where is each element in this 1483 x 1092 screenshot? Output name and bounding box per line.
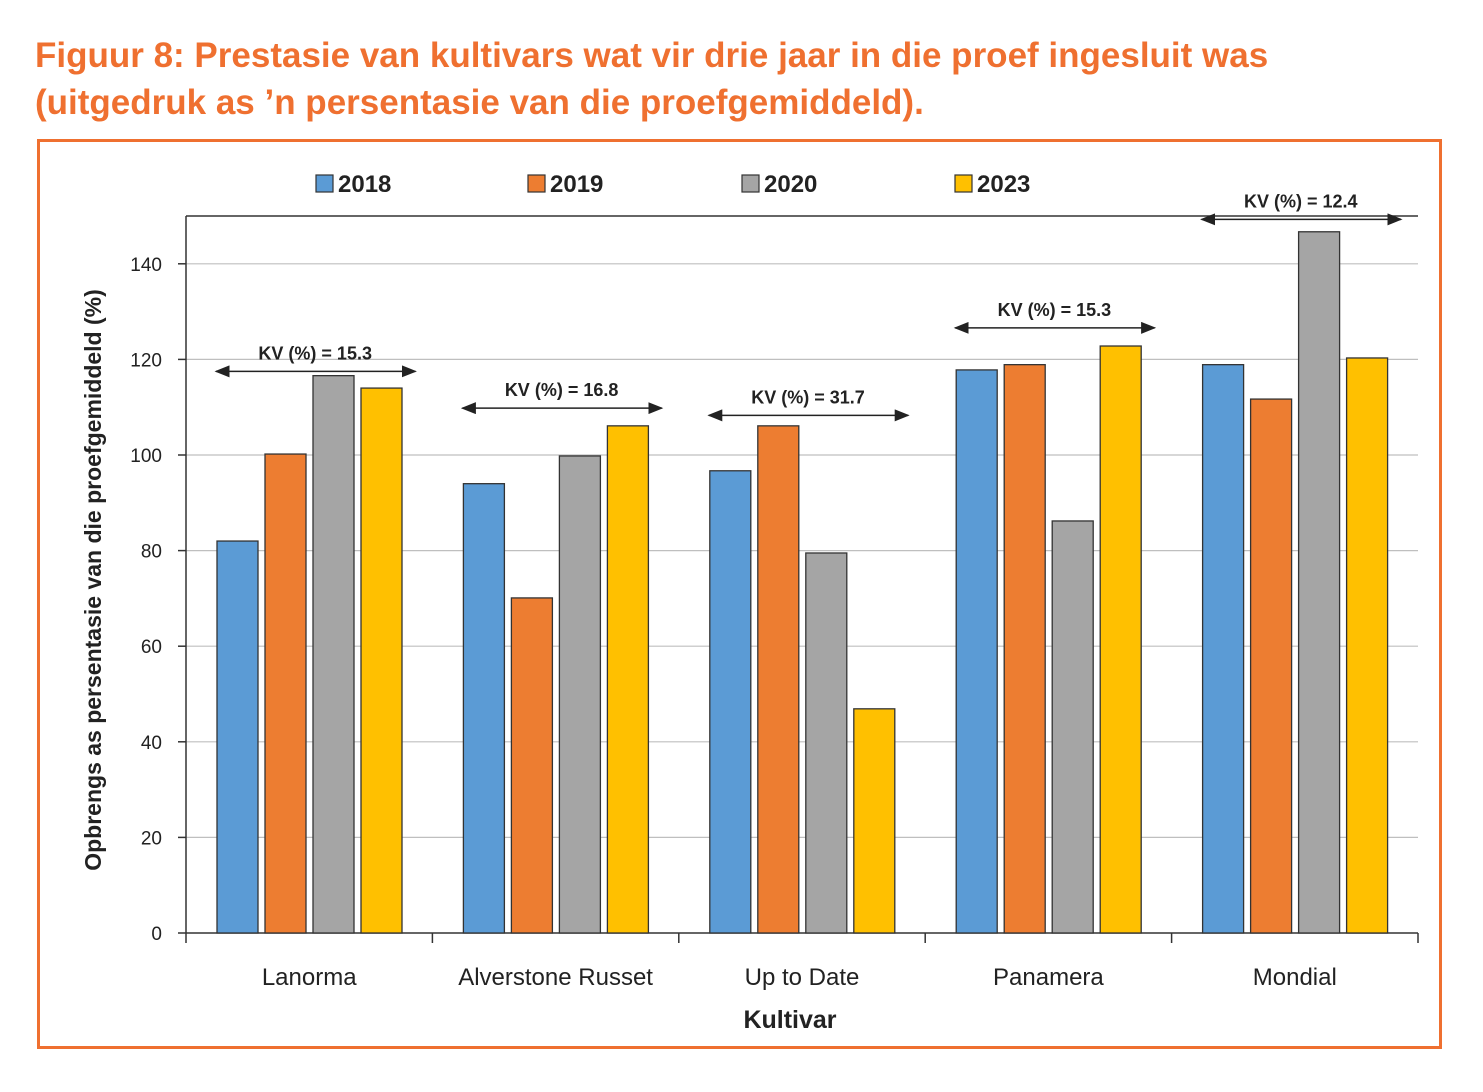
legend-swatch-2023 — [954, 174, 973, 193]
bar-2018-mondial — [1201, 364, 1245, 934]
bar-2023-lanorma — [360, 387, 403, 934]
bar-2023-mondial — [1345, 357, 1389, 934]
legend-swatch-2018 — [315, 174, 334, 193]
x-tick-label: Panamera — [993, 964, 1104, 991]
kv-label: KV (%) = 12.4 — [1244, 191, 1358, 211]
kv-label: KV (%) = 15.3 — [258, 343, 372, 363]
bar-2020-alverstone-russet — [558, 455, 602, 934]
y-axis-title: Opbrengs as persentasie van die proefgem… — [80, 289, 106, 871]
legend-label-2023: 2023 — [977, 171, 1030, 198]
bar-2018-lanorma — [216, 540, 259, 934]
bar-2023-alverstone-russet — [606, 425, 650, 934]
bar-2020-lanorma — [312, 375, 355, 934]
y-tick-label: 100 — [130, 446, 162, 467]
y-tick-label: 80 — [141, 542, 162, 563]
x-tick-label: Lanorma — [262, 964, 357, 991]
kv-label: KV (%) = 15.3 — [998, 300, 1112, 320]
y-tick-label: 140 — [130, 255, 162, 276]
kv-label: KV (%) = 16.8 — [505, 380, 619, 400]
bar-2019-up-to-date — [757, 425, 800, 934]
bar-2023-up-to-date — [853, 708, 896, 934]
y-tick-label: 40 — [141, 733, 162, 754]
legend-label-2020: 2020 — [764, 171, 817, 198]
x-axis-title: Kultivar — [743, 1006, 836, 1034]
bar-2019-lanorma — [264, 453, 307, 934]
title-line-1: Figuur 8: Prestasie van kultivars wat vi… — [35, 36, 1269, 75]
legend-label-2018: 2018 — [338, 171, 391, 198]
legend-label-2019: 2019 — [550, 171, 603, 198]
bar-2019-mondial — [1249, 398, 1293, 934]
kv-label: KV (%) = 31.7 — [751, 387, 865, 407]
bar-2018-panamera — [955, 369, 998, 934]
bar-2023-panamera — [1099, 345, 1142, 934]
y-tick-label: 120 — [130, 350, 162, 371]
y-tick-label: 60 — [141, 637, 162, 658]
bar-2018-alverstone-russet — [462, 483, 506, 934]
figure-title: Figuur 8: Prestasie van kultivars wat vi… — [35, 32, 1455, 126]
legend-swatch-2020 — [741, 174, 760, 193]
x-tick-label: Up to Date — [745, 964, 860, 991]
bar-2018-up-to-date — [709, 470, 752, 934]
chart-frame — [37, 139, 1442, 1049]
bar-2020-up-to-date — [805, 552, 848, 934]
bar-2020-panamera — [1051, 520, 1094, 934]
bar-2019-alverstone-russet — [510, 597, 554, 934]
y-tick-label: 20 — [141, 828, 162, 849]
title-line-2: (uitgedruk as ’n persentasie van die pro… — [35, 83, 924, 122]
y-tick-label: 0 — [151, 924, 162, 945]
bar-2019-panamera — [1003, 364, 1046, 934]
x-tick-label: Alverstone Russet — [458, 964, 653, 991]
x-tick-label: Mondial — [1253, 964, 1337, 991]
bar-2020-mondial — [1297, 231, 1341, 934]
legend-swatch-2019 — [527, 174, 546, 193]
